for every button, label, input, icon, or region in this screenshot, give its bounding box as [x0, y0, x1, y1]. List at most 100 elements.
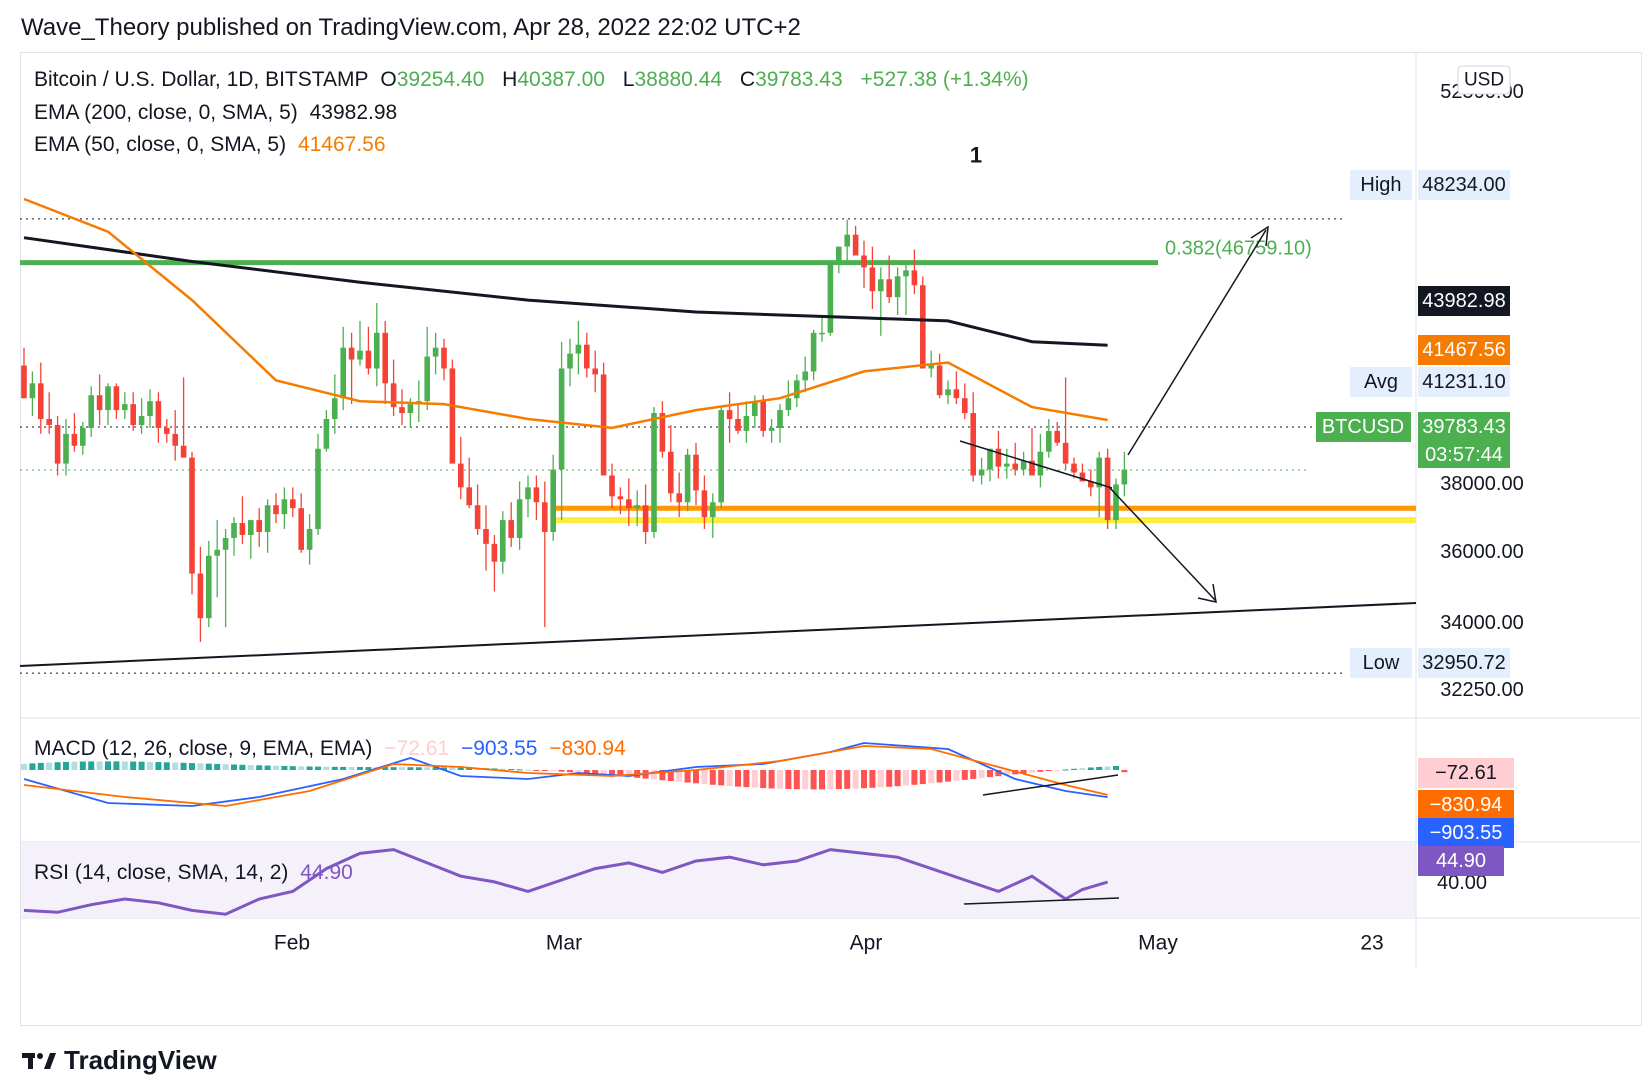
candle-body [138, 416, 145, 425]
macd-histogram-bar [323, 766, 330, 770]
btcusd-tag-bg [1316, 412, 1411, 442]
candle-body [264, 505, 271, 532]
macd-histogram-bar [432, 767, 439, 770]
macd-histogram-bar [819, 770, 825, 790]
candle-body [449, 368, 456, 464]
macd-histogram-bar [861, 770, 867, 789]
candle-body [105, 386, 111, 411]
macd-histogram-bar [676, 770, 683, 782]
candle-body [1113, 484, 1119, 521]
high-tag-value-bg [1418, 170, 1510, 200]
macd-histogram-bar [718, 770, 725, 786]
ema200-tag-bg [1418, 286, 1510, 316]
macd-histogram-bar [298, 766, 305, 770]
candle-body [609, 475, 615, 497]
candle-body [1029, 460, 1035, 476]
candle-body [726, 410, 733, 420]
macd-histogram-bar [273, 765, 279, 770]
macd-histogram-bar [508, 769, 515, 771]
macd-histogram-bar [903, 770, 909, 786]
currency-label: USD [1464, 70, 1504, 91]
macd-label: MACD (12, 26, close, 9, EMA, EMA) [34, 737, 373, 760]
macd-histogram-bar [113, 761, 120, 770]
macd-histogram-bar [499, 768, 506, 770]
candle-body [970, 413, 976, 476]
btcusd-tag: BTCUSD [1322, 416, 1404, 438]
candle-body [668, 451, 674, 494]
candle-body [63, 433, 69, 464]
symbol-legend: Bitcoin / U.S. Dollar, 1D, BITSTAMP O392… [34, 68, 1035, 92]
wave-1-label: 1 [970, 143, 982, 168]
candle-body [71, 433, 78, 446]
macd-histogram-bar [894, 770, 901, 787]
candle-body [407, 404, 414, 414]
price-tick-label: 34000.00 [1440, 612, 1523, 634]
macd-histogram-bar [340, 766, 347, 770]
macd-histogram-bar [726, 770, 733, 787]
candle-body [466, 487, 472, 506]
candle-body [550, 469, 556, 532]
macd-axis-tag-bg [1418, 758, 1514, 788]
macd-histogram-bar [978, 770, 985, 779]
macd-histogram-bar [155, 762, 162, 770]
macd-histogram-bar [1071, 768, 1077, 770]
macd-histogram-bar [180, 762, 187, 770]
candle-body [340, 347, 346, 399]
support-trendline [19, 602, 1417, 667]
macd-histogram-bar [575, 770, 582, 773]
macd-histogram-bar [399, 767, 405, 770]
candle-body [500, 520, 506, 562]
candle-body [718, 410, 724, 503]
ema200-label: EMA (200, close, 0, SMA, 5) [34, 101, 298, 124]
candle-body [844, 234, 850, 247]
macd-histogram-bar [1062, 769, 1069, 771]
price-tick-label: 38000.00 [1440, 473, 1523, 495]
macd-histogram-bar [205, 763, 212, 770]
candle-body [29, 383, 36, 399]
macd-histogram-bar [802, 770, 809, 790]
macd-histogram-bar [516, 769, 523, 771]
macd-histogram-bar [541, 770, 548, 771]
macd-histogram-bar [289, 766, 296, 770]
candle-body [290, 499, 296, 509]
macd-histogram-bar [214, 763, 221, 770]
macd-histogram-bar [121, 761, 128, 770]
candle-body [1020, 460, 1027, 470]
candle-body [676, 493, 682, 503]
rsi-band [21, 843, 1416, 917]
low-tag-value-bg [1418, 648, 1510, 678]
macd-histogram-bar [1020, 770, 1027, 774]
macd-histogram-bar [281, 765, 288, 770]
price-tick-label: 36000.00 [1440, 541, 1523, 563]
macd-histogram-bar [71, 761, 78, 770]
macd-histogram-bar [348, 766, 355, 770]
macd-histogram-bar [693, 770, 699, 784]
price-chart[interactable]: 0.382(46759.10)152500.0038000.0036000.00… [0, 0, 1652, 1030]
candle-body [374, 332, 380, 369]
candle-body [701, 490, 708, 518]
candle-body [903, 270, 909, 277]
ema50-legend: EMA (50, close, 0, SMA, 5) 41467.56 [34, 133, 392, 157]
macd-histogram-bar [306, 766, 313, 770]
candle-body [936, 365, 943, 396]
macd-divergence-line [982, 774, 1119, 796]
candle-body [113, 386, 120, 411]
candle-body [164, 427, 170, 434]
candle-body [1079, 472, 1086, 482]
candle-body [516, 499, 523, 538]
avg-tag-label: Avg [1364, 371, 1398, 393]
chart-frame [20, 52, 1642, 1026]
macd-histogram-bar [617, 770, 624, 777]
ema200-legend: EMA (200, close, 0, SMA, 5) 43982.98 [34, 101, 403, 125]
candle-body [886, 279, 892, 298]
macd-histogram-bar [684, 770, 691, 783]
macd-histogram-bar [54, 762, 61, 770]
ema50-line [23, 197, 1108, 430]
candle-body [197, 573, 204, 619]
macd-histogram-bar [407, 767, 414, 770]
candle-body [777, 410, 783, 428]
candle-body [508, 520, 514, 538]
candle-body [861, 255, 867, 268]
candle-body [323, 419, 330, 449]
candle-body [911, 270, 918, 286]
